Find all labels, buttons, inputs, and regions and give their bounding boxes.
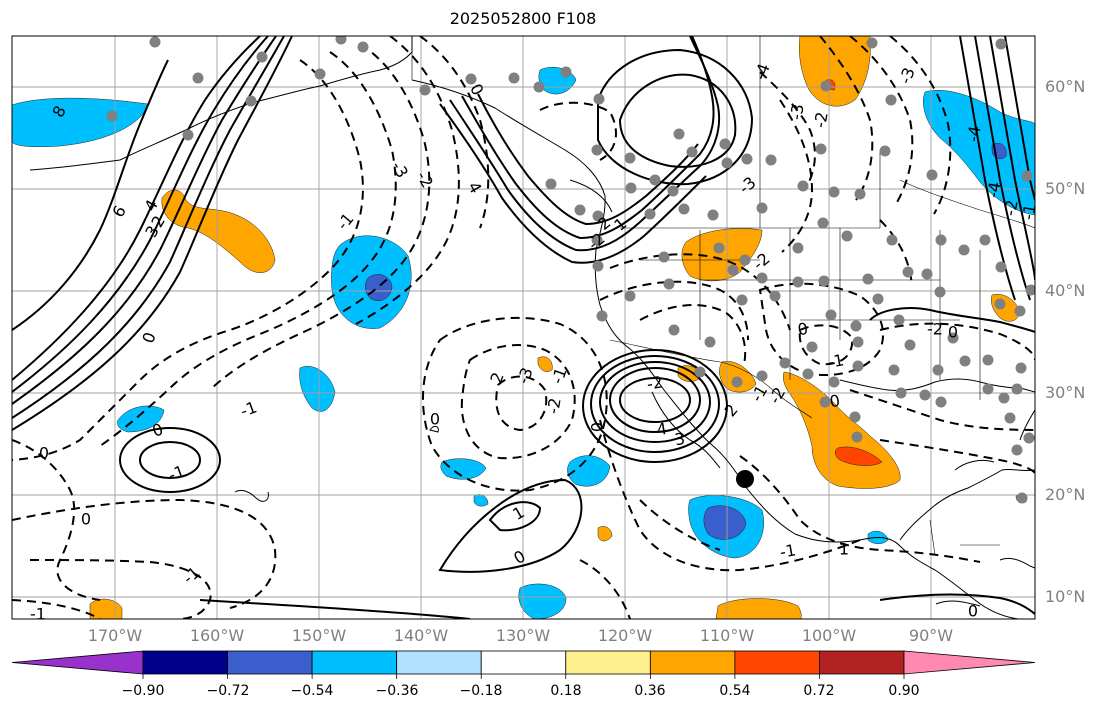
map-title: 2025052800 F108 [449, 9, 597, 28]
graticule [12, 36, 1035, 619]
shade-navy-8 [703, 505, 747, 540]
contour-label: -1 [1018, 202, 1039, 221]
colorbar-tick-label: 0.36 [634, 683, 666, 699]
colorbar-segment [311, 650, 398, 675]
lat-label-60n: 60°N [1045, 77, 1086, 96]
contour-label: -4 [963, 124, 984, 143]
contour-label: 0 [828, 391, 841, 411]
lon-label-140w: 140°W [393, 626, 449, 645]
contour-label: -2 [543, 396, 564, 415]
contour-label: -1 [826, 350, 845, 371]
contour-label: 0 [81, 510, 91, 529]
colorbar-tick-label: −0.72 [206, 683, 250, 699]
lon-label-100w: 100°W [801, 626, 857, 645]
lat-label-50n: 50°N [1045, 179, 1086, 198]
shade-blue-11 [923, 89, 1035, 216]
contour-label: 0 [948, 323, 958, 342]
colorbar-segment [565, 650, 651, 675]
lon-label-160w: 160°W [189, 626, 245, 645]
contour-label: -4 [750, 61, 773, 82]
contour-label: -3 [513, 365, 536, 386]
shade-blue-3 [299, 366, 336, 412]
contour-label: 1 [839, 540, 849, 559]
contour-label: -1 [30, 605, 46, 624]
shade-orange-4 [537, 356, 553, 372]
lon-label-120w: 120°W [597, 626, 653, 645]
colorbar-segment [227, 650, 313, 675]
contour-label: 0 [430, 410, 440, 429]
colorbar-segment [396, 650, 482, 675]
contour-label: -2 [645, 372, 664, 393]
colorbar-tick-label: −0.54 [290, 683, 334, 699]
contour-label: -3 [895, 65, 918, 86]
lon-label-150w: 150°W [291, 626, 347, 645]
location-marker [736, 470, 754, 488]
colorbar [11, 650, 1036, 679]
shade-orange-1 [161, 189, 276, 273]
contour-label: 0 [968, 602, 978, 621]
colorbar-tick-label: 0.72 [803, 683, 835, 699]
lat-label-20n: 20°N [1045, 485, 1086, 504]
lon-label-170w: 170°W [87, 626, 143, 645]
contour-label: -4 [983, 180, 1004, 199]
shade-orange-2 [799, 36, 871, 107]
contour-label: -1 [238, 397, 259, 420]
lat-label-10n: 10°N [1045, 587, 1086, 606]
colorbar-tick-label: −0.90 [121, 683, 165, 699]
colorbar-tick-label: −0.36 [375, 683, 419, 699]
lon-label-110w: 110°W [699, 626, 755, 645]
station-dots [106, 36, 1035, 504]
colorbar-tick-label: −0.18 [459, 683, 503, 699]
colorbar-segment [734, 650, 820, 675]
lat-label-30n: 30°N [1045, 383, 1086, 402]
colorbar-tick-label: 0.18 [550, 683, 582, 699]
lon-label-130w: 130°W [495, 626, 551, 645]
shade-red-7 [835, 446, 883, 466]
shade-blue-1 [12, 97, 149, 148]
contour-label: -2 [1000, 198, 1021, 217]
shade-blue-4 [117, 405, 165, 433]
contour-label: -1 [778, 540, 797, 561]
contour-label: 0 [588, 422, 607, 432]
contour-label: 4 [655, 419, 668, 439]
map-frame [11, 35, 1036, 620]
contour-lines [12, 36, 1035, 619]
shade-navy-2 [365, 274, 393, 301]
shade-orange-9 [89, 598, 123, 619]
contour-label: -2 [810, 110, 831, 129]
colorbar-tick-label: 0.54 [719, 683, 751, 699]
contour-label: -1 [166, 461, 187, 484]
colorbar-segment [480, 650, 567, 675]
contour-label: 0 [39, 444, 49, 463]
shade-blue-9 [518, 583, 567, 619]
contour-label: -1 [547, 365, 570, 386]
contour-label: 0 [796, 319, 809, 339]
colorbar-segment [649, 650, 736, 675]
colorbar-tick-label: 0.90 [888, 683, 920, 699]
contour-label: 3 [673, 429, 686, 449]
map-background [12, 36, 1035, 619]
colorbar-segment [819, 650, 905, 675]
contour-label: -3 [786, 102, 807, 121]
contour-label: -2 [927, 320, 943, 339]
lon-label-90w: 90°W [908, 626, 954, 645]
colorbar-extend-low [11, 650, 144, 675]
lat-label-40n: 40°N [1045, 281, 1086, 300]
shade-orange-8 [597, 526, 613, 542]
colorbar-segment [142, 650, 228, 675]
colorbar-extend-high [903, 650, 1036, 675]
